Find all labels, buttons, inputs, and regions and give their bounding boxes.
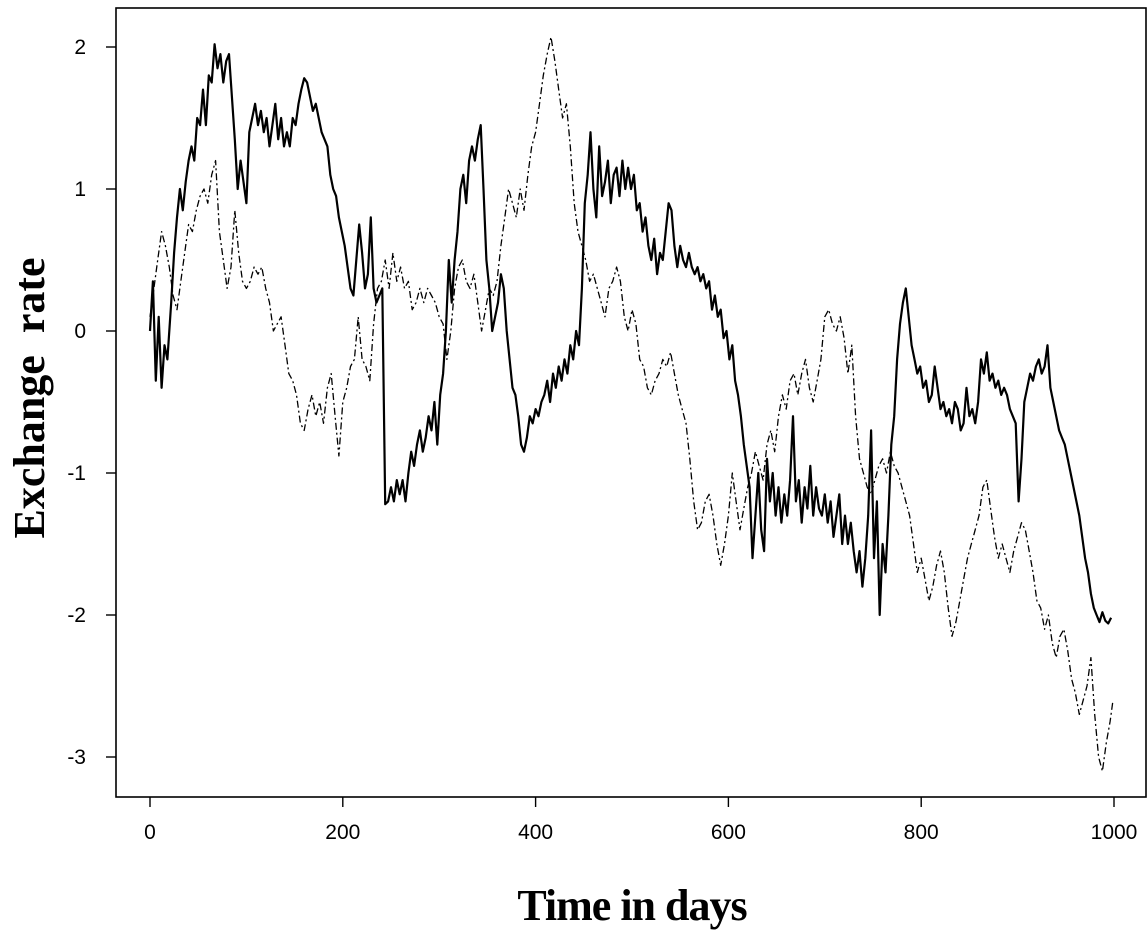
x-tick-label: 800 bbox=[904, 821, 939, 844]
y-tick-label: 1 bbox=[74, 178, 86, 201]
x-tick-label: 0 bbox=[144, 821, 156, 844]
x-axis-title: Time in days bbox=[517, 881, 747, 930]
y-tick-label: -2 bbox=[67, 604, 86, 627]
x-tick-label: 1000 bbox=[1091, 821, 1138, 844]
y-tick-label: -1 bbox=[67, 462, 86, 485]
x-tick-label: 200 bbox=[325, 821, 360, 844]
x-tick-label: 400 bbox=[518, 821, 553, 844]
y-axis-ticks: -3 -2 -1 0 1 2 bbox=[67, 36, 116, 769]
x-axis-ticks: 0 200 400 600 800 1000 bbox=[144, 797, 1137, 844]
series-line-solid bbox=[148, 43, 1113, 625]
plot-frame bbox=[115, 7, 1147, 798]
y-axis-title: Exchange rate bbox=[5, 257, 54, 538]
series-layer bbox=[148, 36, 1114, 772]
x-tick-label: 600 bbox=[711, 821, 746, 844]
y-tick-label: -3 bbox=[67, 746, 86, 769]
series-line-dashdot bbox=[149, 36, 1114, 772]
y-tick-label: 0 bbox=[74, 320, 86, 343]
plot-border bbox=[115, 7, 1147, 798]
y-tick-label: 2 bbox=[74, 36, 86, 59]
